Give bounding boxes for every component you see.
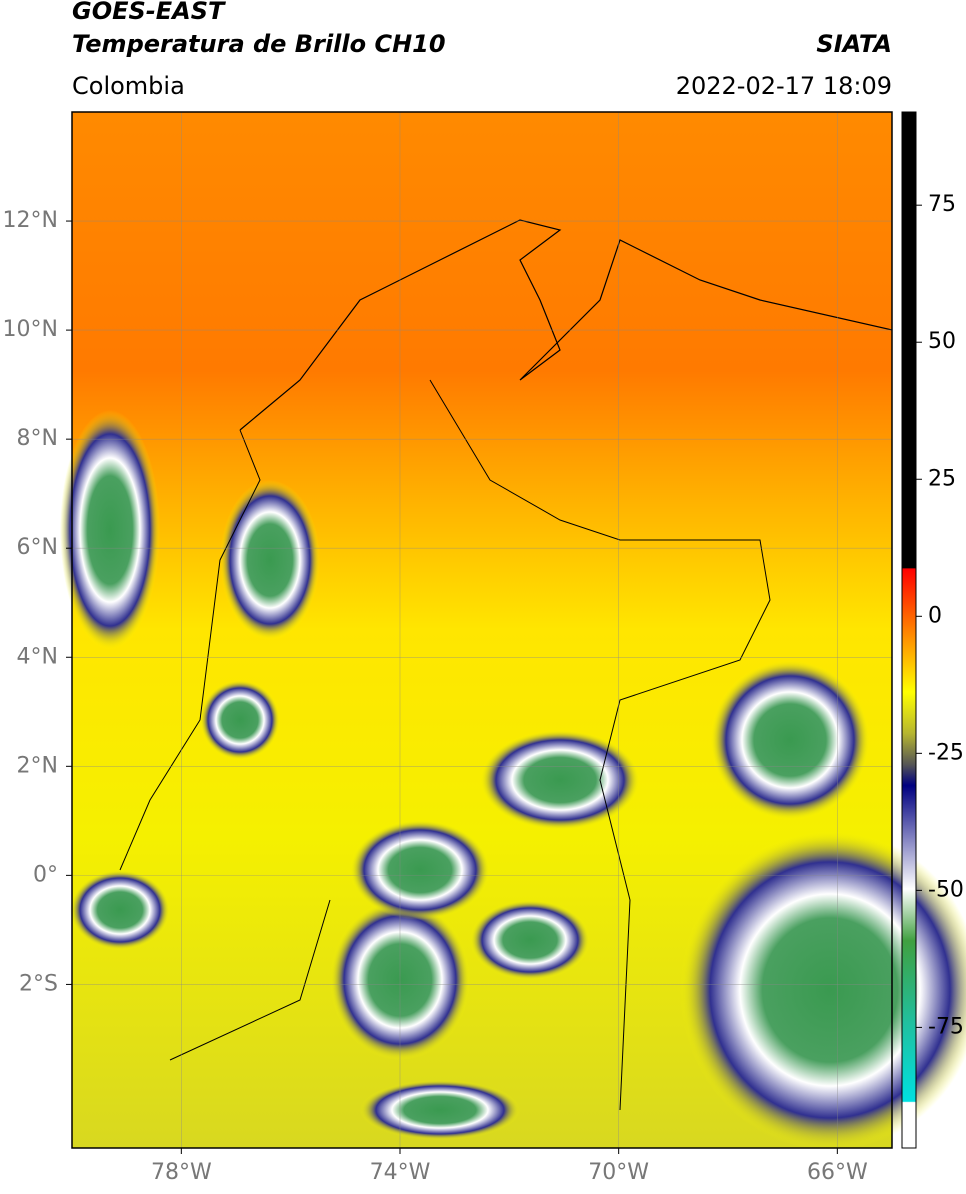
lon-tick-label: 74°W — [370, 1160, 431, 1185]
colorbar-tick-label: -75 — [928, 1014, 964, 1039]
lat-tick-label: 10°N — [3, 317, 58, 342]
lat-tick-label: 4°N — [17, 644, 58, 669]
colorbar-tick-label: 75 — [928, 192, 956, 217]
colorbar — [901, 111, 917, 1149]
subtitle: Temperatura de Brillo CH10 — [72, 30, 446, 58]
lat-tick-label: 6°N — [17, 535, 58, 560]
lon-tick-label: 78°W — [151, 1160, 212, 1185]
map-frame — [71, 111, 893, 1149]
colorbar-tick-label: -50 — [928, 877, 964, 902]
lat-tick-label: 0° — [33, 862, 58, 887]
colorbar-tick-label: -25 — [928, 740, 964, 765]
lat-tick-label: 12°N — [3, 208, 58, 233]
colorbar-tick-label: 50 — [928, 329, 956, 354]
lat-tick-label: 2°N — [17, 753, 58, 778]
lat-tick-label: 2°S — [19, 971, 58, 996]
datetime: 2022-02-17 18:09 — [676, 72, 892, 100]
colorbar-tick-label: 25 — [928, 466, 956, 491]
lat-tick-label: 8°N — [17, 426, 58, 451]
lon-tick-label: 70°W — [588, 1160, 649, 1185]
colorbar-tick-label: 0 — [928, 603, 942, 628]
lon-tick-label: 66°W — [807, 1160, 868, 1185]
source: SIATA — [816, 30, 892, 58]
map-image — [60, 112, 966, 1150]
title: GOES-EAST — [72, 0, 226, 25]
region: Colombia — [72, 72, 185, 100]
